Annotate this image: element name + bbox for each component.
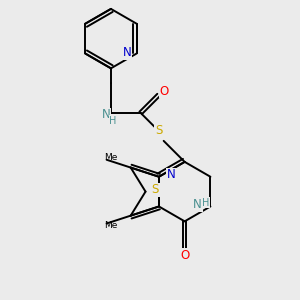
Text: H: H bbox=[109, 116, 117, 126]
Text: Me: Me bbox=[104, 153, 117, 162]
Text: Me: Me bbox=[104, 221, 117, 230]
Text: S: S bbox=[155, 124, 162, 137]
Text: N: N bbox=[193, 198, 202, 211]
Text: N: N bbox=[102, 108, 110, 122]
Text: N: N bbox=[167, 168, 175, 181]
Text: S: S bbox=[152, 183, 159, 196]
Text: O: O bbox=[180, 248, 189, 262]
Text: O: O bbox=[160, 85, 169, 98]
Text: N: N bbox=[122, 46, 131, 59]
Text: H: H bbox=[202, 197, 210, 208]
